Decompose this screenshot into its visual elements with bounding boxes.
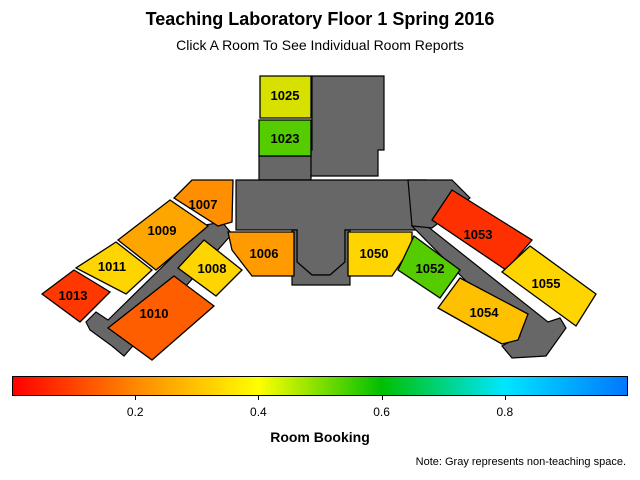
- room-1010[interactable]: [106, 275, 216, 361]
- page-title: Teaching Laboratory Floor 1 Spring 2016: [145, 9, 495, 29]
- room-1054[interactable]: [437, 277, 529, 345]
- colorbar-tick: [258, 396, 260, 400]
- room-1025[interactable]: [259, 75, 312, 119]
- colorbar: [12, 376, 628, 396]
- colorbar-tick: [381, 396, 383, 400]
- colorbar-label: Room Booking: [270, 429, 370, 445]
- teaching-rooms: [40, 75, 597, 361]
- room-1009[interactable]: [116, 199, 210, 271]
- colorbar-tick-label: 0.4: [250, 405, 267, 419]
- room-1006[interactable]: [227, 231, 295, 277]
- room-1052[interactable]: [397, 235, 461, 299]
- room-1008[interactable]: [177, 239, 243, 297]
- colorbar-tick-label: 0.6: [373, 405, 390, 419]
- colorbar-tick-label: 0.8: [496, 405, 514, 419]
- room-1055[interactable]: [500, 245, 597, 327]
- lobby-left: [291, 229, 351, 286]
- legend-note: Note: Gray represents non-teaching space…: [415, 456, 626, 468]
- colorbar-tick: [504, 396, 506, 400]
- page-subtitle: Click A Room To See Individual Room Repo…: [176, 37, 464, 53]
- colorbar-tick-label: 0.2: [126, 405, 144, 419]
- room-1011[interactable]: [74, 241, 154, 295]
- room-1023[interactable]: [258, 119, 312, 157]
- colorbar-tick: [135, 396, 137, 400]
- gray-block-below-1023: [258, 155, 312, 181]
- room-1013[interactable]: [40, 269, 112, 323]
- floor-map: 1025 1023 1007 1009 1011 1013 1008 1010 …: [40, 75, 597, 361]
- room-1007[interactable]: [172, 179, 234, 227]
